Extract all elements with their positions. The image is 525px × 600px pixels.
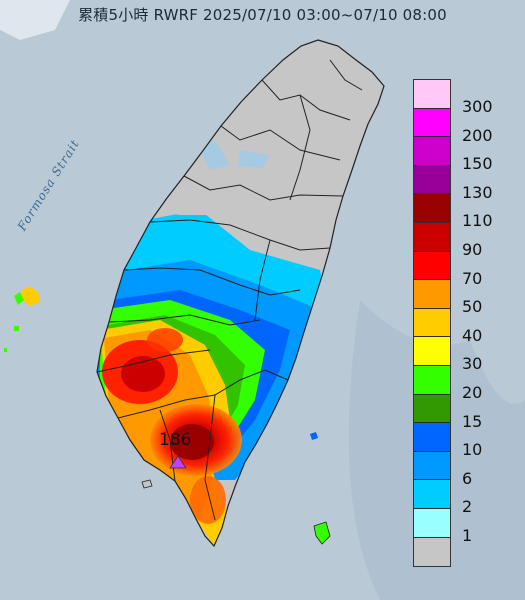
legend-label: 10 bbox=[462, 440, 483, 460]
legend-label: 6 bbox=[462, 468, 473, 488]
legend-label: 30 bbox=[462, 354, 483, 374]
legend-label: 50 bbox=[462, 297, 483, 317]
legend-swatch bbox=[414, 537, 450, 567]
legend-swatch bbox=[414, 308, 450, 338]
legend-label: 90 bbox=[462, 239, 483, 259]
legend-swatch bbox=[414, 480, 450, 509]
legend-label: 150 bbox=[462, 154, 493, 174]
legend-swatch bbox=[414, 365, 450, 395]
legend-swatch bbox=[414, 394, 450, 424]
legend-swatch bbox=[414, 194, 450, 223]
max-rainfall-marker-icon bbox=[169, 455, 187, 469]
legend-labels: 300 200 150 130 110 90 70 50 40 30 20 15 10 6 2 1 bbox=[462, 79, 522, 545]
legend-swatch bbox=[414, 251, 450, 281]
legend-label: 130 bbox=[462, 182, 493, 202]
legend-label: 40 bbox=[462, 325, 483, 345]
legend-label: 200 bbox=[462, 125, 493, 145]
map-title: 累積5小時 RWRF 2025/07/10 03:00~07/10 08:00 bbox=[78, 6, 447, 24]
legend-label: 15 bbox=[462, 411, 483, 431]
legend-swatch bbox=[414, 165, 450, 195]
legend-swatch bbox=[414, 280, 450, 309]
legend-swatch bbox=[414, 451, 450, 481]
legend-swatch bbox=[414, 222, 450, 252]
legend-label: 110 bbox=[462, 211, 493, 231]
legend-label: 300 bbox=[462, 97, 493, 116]
legend-label: 2 bbox=[462, 497, 473, 517]
legend-label: 1 bbox=[462, 525, 473, 545]
offshore-islands bbox=[4, 286, 331, 545]
legend-swatch bbox=[414, 423, 450, 452]
legend-label: 70 bbox=[462, 268, 483, 288]
legend-swatch bbox=[414, 137, 450, 166]
legend-label: 20 bbox=[462, 382, 483, 402]
legend-swatch bbox=[414, 108, 450, 138]
max-rainfall-value: 186 bbox=[159, 430, 192, 450]
legend-swatch bbox=[414, 80, 450, 109]
county-boundaries bbox=[96, 39, 385, 548]
legend-swatch bbox=[414, 508, 450, 538]
legend-swatch bbox=[414, 337, 450, 366]
color-legend bbox=[413, 79, 451, 568]
